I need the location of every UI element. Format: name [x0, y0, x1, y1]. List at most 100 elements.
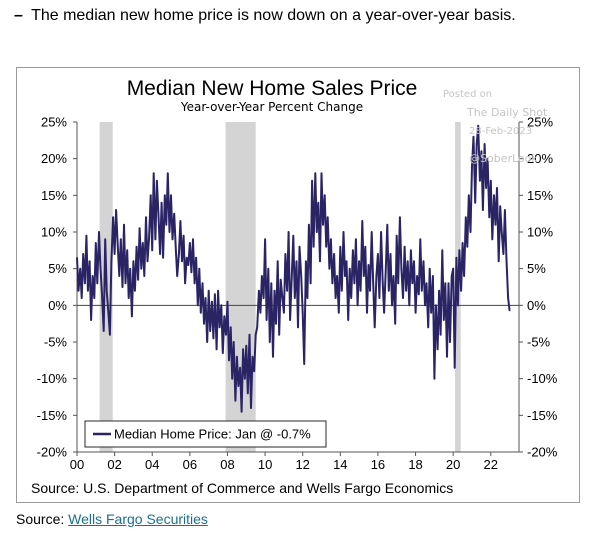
data-point: [123, 223, 125, 226]
data-point: [254, 333, 257, 336]
data-point: [466, 245, 469, 248]
y-tick-label-left: -10%: [37, 371, 68, 386]
data-point: [358, 260, 360, 263]
data-points: [76, 124, 511, 413]
data-point: [507, 297, 509, 299]
data-point: [436, 348, 439, 351]
data-point: [272, 355, 274, 358]
data-point: [236, 355, 238, 358]
data-point: [505, 256, 508, 259]
data-point: [160, 201, 163, 204]
data-point: [486, 157, 489, 160]
chart-source: Source: U.S. Department of Commerce and …: [31, 480, 453, 496]
chart-frame: 25% 25% 20% 20% 15% 15% 10% 10% 5% 5% 0% 0% -5% -5% -1…: [16, 67, 580, 503]
data-point: [156, 179, 158, 182]
data-point: [494, 223, 497, 226]
data-point: [145, 216, 147, 219]
data-point: [491, 238, 494, 241]
data-point: [289, 319, 291, 321]
data-point: [410, 249, 412, 252]
data-point: [406, 260, 409, 263]
data-point: [367, 264, 370, 266]
data-point: [347, 319, 350, 321]
data-point: [267, 267, 270, 270]
data-point: [228, 359, 230, 362]
data-point: [129, 267, 131, 270]
data-point: [350, 297, 353, 299]
data-point: [439, 333, 442, 336]
data-point: [330, 238, 332, 241]
data-point: [269, 341, 271, 343]
data-point: [198, 267, 201, 270]
data-point: [469, 231, 472, 233]
data-point: [239, 366, 241, 369]
data-point: [323, 194, 326, 197]
data-point: [212, 337, 215, 340]
data-point: [164, 194, 166, 197]
data-point: [79, 267, 81, 270]
data-point: [245, 344, 248, 347]
source-link[interactable]: Wells Fargo Securities: [68, 511, 208, 527]
data-point: [380, 231, 382, 233]
data-point: [312, 245, 315, 248]
data-point: [419, 238, 422, 241]
data-point: [342, 231, 345, 233]
data-point: [207, 289, 210, 292]
data-point: [259, 311, 262, 314]
data-point: [95, 242, 97, 244]
data-point: [314, 172, 317, 175]
data-point: [490, 179, 492, 182]
data-point: [193, 282, 196, 285]
data-point: [84, 282, 86, 285]
y-tick-label-left: 15%: [41, 188, 67, 203]
data-point: [500, 231, 503, 233]
data-point: [284, 253, 287, 255]
data-point: [446, 355, 448, 358]
data-point: [482, 209, 484, 211]
data-point: [433, 377, 436, 380]
data-point: [397, 282, 400, 285]
y-tick-label-right: 5%: [527, 261, 546, 276]
data-point: [126, 249, 128, 252]
data-point: [226, 300, 229, 303]
data-point: [270, 282, 273, 285]
data-point: [325, 245, 328, 248]
data-point: [339, 245, 342, 248]
x-tick-label: 04: [145, 457, 159, 472]
data-point: [120, 238, 122, 241]
data-point: [182, 234, 185, 237]
x-tick-label: 06: [183, 457, 197, 472]
data-point: [422, 260, 425, 263]
data-point: [320, 172, 323, 175]
data-point: [298, 245, 301, 248]
x-tick-label: 22: [484, 457, 498, 472]
data-point: [361, 220, 364, 222]
data-point: [232, 341, 235, 343]
data-point: [184, 282, 186, 285]
data-point: [195, 256, 197, 259]
data-point: [96, 282, 99, 285]
data-point: [447, 282, 450, 285]
data-point: [457, 304, 459, 307]
data-point: [317, 201, 320, 204]
data-point: [344, 275, 346, 277]
data-point: [300, 275, 303, 277]
x-tick-label: 12: [295, 457, 309, 472]
data-point: [162, 256, 164, 259]
data-point: [137, 278, 139, 281]
data-point: [167, 172, 169, 175]
data-point: [508, 309, 511, 312]
data-point: [372, 282, 375, 285]
headline-text: The median new home price is now down on…: [31, 7, 516, 24]
data-point: [187, 264, 190, 266]
y-tick-label-left: -15%: [37, 408, 68, 423]
data-point: [348, 267, 351, 270]
data-point: [424, 304, 426, 307]
data-point: [218, 326, 221, 329]
data-point: [253, 370, 255, 373]
data-point: [375, 275, 378, 277]
x-tick-label: 20: [446, 457, 460, 472]
y-tick-label-left: 25%: [41, 115, 67, 130]
data-point: [333, 253, 335, 255]
y-tick-label-right: -15%: [527, 408, 558, 423]
